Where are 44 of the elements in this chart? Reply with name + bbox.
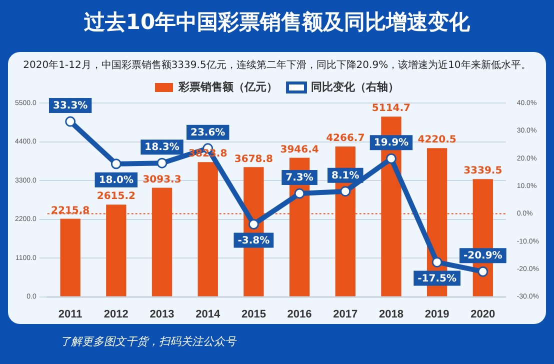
data-label: -17.5% xyxy=(418,273,456,284)
data-label: 3339.5 xyxy=(464,166,502,177)
chart-title: 过去10年中国彩票销售额及同比增速变化 xyxy=(82,9,472,36)
x-tick-label: 2011 xyxy=(58,308,82,320)
legend-label: 同比变化（右轴） xyxy=(311,80,399,94)
point xyxy=(156,158,168,168)
bar xyxy=(60,218,80,296)
data-label: 7.3% xyxy=(286,172,314,184)
x-tick-label: 2019 xyxy=(424,308,450,320)
data-label: 8.1% xyxy=(332,170,360,182)
data-label: 2615.2 xyxy=(96,191,136,202)
data-label: 18.0% xyxy=(98,175,134,186)
point xyxy=(340,186,351,197)
point xyxy=(65,116,76,127)
point xyxy=(248,219,259,230)
data-label: 19.9% xyxy=(374,138,409,149)
x-tick-label: 2017 xyxy=(333,308,358,320)
point xyxy=(294,188,305,199)
x-tick-label: 2016 xyxy=(287,308,312,320)
data-label: 3093.3 xyxy=(142,174,182,186)
point xyxy=(386,153,396,164)
point xyxy=(432,256,442,268)
data-label: 33.3% xyxy=(52,100,88,112)
data-label: 5114.7 xyxy=(372,103,411,114)
x-tick-label: 2018 xyxy=(378,308,404,320)
data-label: 4266.7 xyxy=(326,133,365,144)
x-tick-label: 2014 xyxy=(196,308,221,320)
x-tick-label: 2012 xyxy=(104,308,128,320)
data-label: -20.9% xyxy=(463,250,502,262)
point xyxy=(110,158,122,170)
data-label: 3946.4 xyxy=(280,144,319,156)
data-label: 3678.8 xyxy=(234,154,274,165)
text: 了解更多图文干货，扫码关注公众号 xyxy=(60,334,236,349)
point xyxy=(478,266,488,277)
data-label: 18.3% xyxy=(144,142,180,154)
x-tick-label: 2015 xyxy=(241,308,266,320)
data-label: 2215.8 xyxy=(51,205,90,216)
x-tick-label: 2013 xyxy=(150,308,174,320)
data-label: 4220.5 xyxy=(418,134,456,146)
data-label: -3.8% xyxy=(238,235,270,246)
legend-label: 彩票销售额（亿元） xyxy=(178,80,278,94)
data-label: 23.6% xyxy=(190,128,226,138)
chart-subtitle: 2020年1-12月，中国彩票销售额3339.5亿元，连续第二年下滑，同比下降20.9%，该增速为近10年来新低水平。 xyxy=(22,58,532,72)
x-tick-label: 2020 xyxy=(470,308,496,320)
